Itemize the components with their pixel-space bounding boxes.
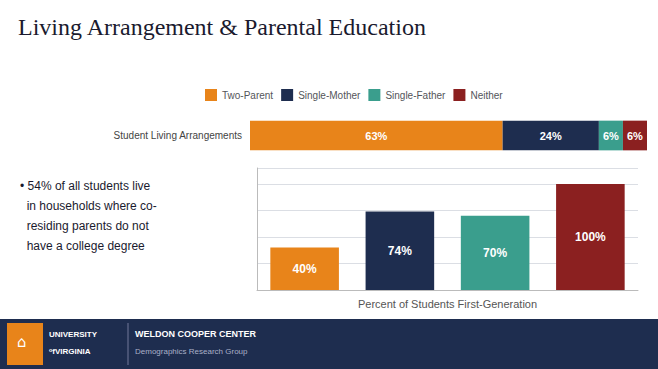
svg-text:Single-Father: Single-Father: [385, 90, 446, 101]
svg-text:74%: 74%: [388, 244, 412, 258]
svg-text:100%: 100%: [575, 230, 606, 244]
svg-text:40%: 40%: [293, 262, 317, 276]
svg-text:in households where co-: in households where co-: [20, 199, 157, 213]
svg-text:Single-Mother: Single-Mother: [298, 90, 361, 101]
svg-text:WELDON COOPER CENTER: WELDON COOPER CENTER: [135, 329, 257, 339]
svg-text:• 54% of all students live: • 54% of all students live: [20, 179, 151, 193]
svg-text:6%: 6%: [603, 130, 619, 142]
svg-text:Student Living Arrangements: Student Living Arrangements: [114, 130, 242, 141]
svg-text:6%: 6%: [627, 130, 643, 142]
svg-text:Neither: Neither: [470, 90, 503, 101]
svg-text:⌂: ⌂: [17, 333, 27, 351]
svg-text:24%: 24%: [540, 130, 562, 142]
svg-text:residing parents do not: residing parents do not: [20, 219, 149, 233]
svg-text:have a college degree: have a college degree: [20, 239, 145, 253]
svg-text:Percent of Students First-Gene: Percent of Students First-Generation: [358, 298, 537, 310]
svg-text:63%: 63%: [365, 130, 387, 142]
svg-text:UNIVERSITY: UNIVERSITY: [49, 330, 98, 339]
svg-text:Demographics Research Group: Demographics Research Group: [135, 347, 248, 356]
svg-text:Two-Parent: Two-Parent: [222, 90, 273, 101]
svg-text:Living Arrangement & Parental: Living Arrangement & Parental Education: [18, 14, 426, 40]
svg-text:ᵒfVIRGINIA: ᵒfVIRGINIA: [49, 347, 91, 356]
svg-text:70%: 70%: [483, 246, 507, 260]
